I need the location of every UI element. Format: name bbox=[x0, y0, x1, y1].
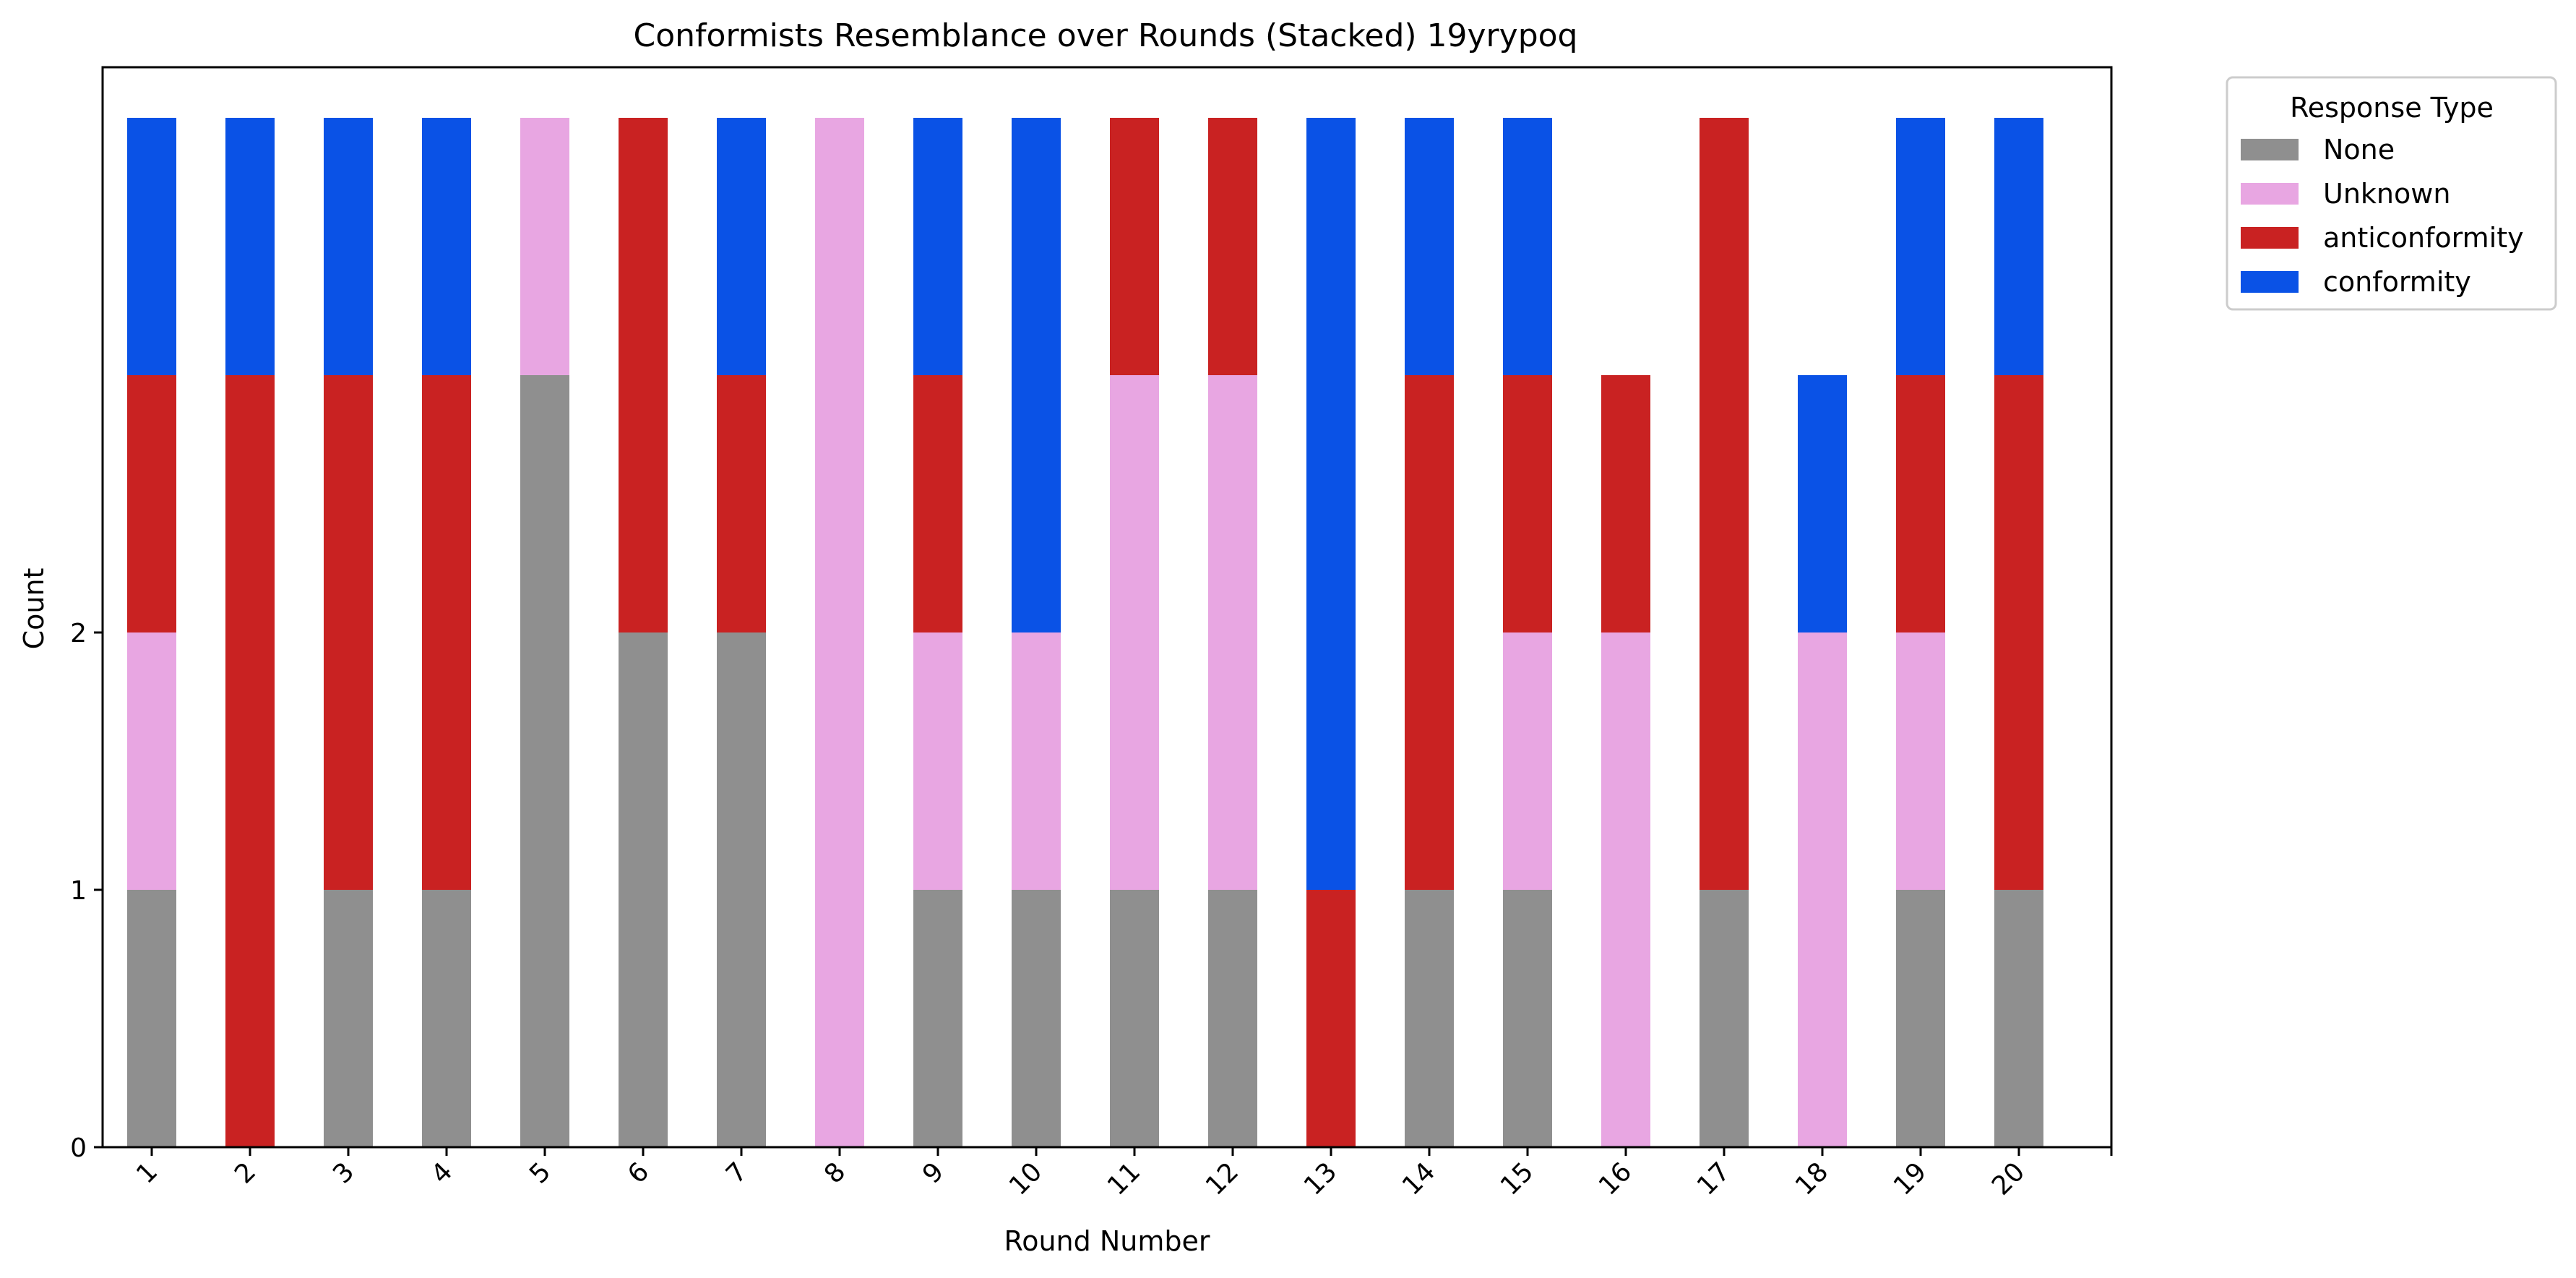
bar-segment-none-round-6 bbox=[619, 632, 668, 1147]
bar-segment-conformity-round-3 bbox=[324, 118, 373, 375]
bar-segment-none-round-20 bbox=[1994, 890, 2043, 1147]
bar-segment-unknown-round-5 bbox=[520, 118, 569, 375]
bar-segment-anticonformity-round-2 bbox=[225, 375, 275, 1147]
bar-segment-none-round-1 bbox=[127, 890, 176, 1147]
legend-swatch-unknown bbox=[2241, 183, 2299, 205]
bar-segment-conformity-round-9 bbox=[913, 118, 962, 375]
y-tick-label: 1 bbox=[70, 876, 87, 906]
bar-segment-anticonformity-round-6 bbox=[619, 118, 668, 632]
x-tick-label: 7 bbox=[720, 1157, 753, 1189]
x-tick-label: 11 bbox=[1102, 1157, 1146, 1201]
bar-segment-conformity-round-1 bbox=[127, 118, 176, 375]
x-tick-label: 1 bbox=[131, 1157, 163, 1189]
x-tick-label: 20 bbox=[1986, 1157, 2030, 1201]
bar-segment-anticonformity-round-16 bbox=[1601, 375, 1650, 632]
bar-segment-none-round-14 bbox=[1405, 890, 1454, 1147]
bar-segment-conformity-round-14 bbox=[1405, 118, 1454, 375]
legend-title: Response Type bbox=[2290, 92, 2494, 124]
bar-segment-none-round-7 bbox=[717, 632, 766, 1147]
x-tick-label: 19 bbox=[1888, 1157, 1932, 1201]
bar-segment-conformity-round-13 bbox=[1306, 118, 1356, 890]
bar-segment-anticonformity-round-7 bbox=[717, 375, 766, 632]
x-tick-label: 12 bbox=[1200, 1157, 1244, 1201]
legend-swatch-anticonformity bbox=[2241, 227, 2299, 249]
bar-segment-none-round-10 bbox=[1012, 890, 1061, 1147]
x-axis-label: Round Number bbox=[1004, 1225, 1210, 1257]
legend-swatch-conformity bbox=[2241, 271, 2299, 293]
bar-segment-conformity-round-10 bbox=[1012, 118, 1061, 632]
y-axis-label: Count bbox=[18, 568, 50, 650]
bar-segment-anticonformity-round-9 bbox=[913, 375, 962, 632]
bar-segment-unknown-round-12 bbox=[1208, 375, 1257, 890]
legend-label-conformity: conformity bbox=[2323, 266, 2471, 298]
x-tick-label: 15 bbox=[1495, 1157, 1539, 1201]
bar-segment-unknown-round-19 bbox=[1896, 632, 1945, 890]
bar-segment-anticonformity-round-11 bbox=[1110, 118, 1159, 375]
x-tick-label: 8 bbox=[819, 1157, 851, 1189]
bar-segment-none-round-11 bbox=[1110, 890, 1159, 1147]
x-tick-label: 17 bbox=[1692, 1157, 1736, 1201]
bar-segment-unknown-round-15 bbox=[1503, 632, 1552, 890]
x-tick-label: 9 bbox=[917, 1157, 949, 1189]
x-tick-label: 3 bbox=[327, 1157, 360, 1189]
bar-segment-unknown-round-9 bbox=[913, 632, 962, 890]
x-tick-label: 4 bbox=[426, 1157, 458, 1189]
y-tick-label: 2 bbox=[70, 619, 87, 648]
bar-segment-none-round-5 bbox=[520, 375, 569, 1147]
x-tick-label: 14 bbox=[1397, 1157, 1441, 1201]
bar-segment-conformity-round-19 bbox=[1896, 118, 1945, 375]
bar-segment-anticonformity-round-19 bbox=[1896, 375, 1945, 632]
bar-segment-none-round-9 bbox=[913, 890, 962, 1147]
bar-segment-conformity-round-20 bbox=[1994, 118, 2043, 375]
bar-segment-anticonformity-round-13 bbox=[1306, 890, 1356, 1147]
bar-segment-anticonformity-round-4 bbox=[422, 375, 471, 890]
x-tick-label: 6 bbox=[622, 1157, 655, 1189]
plot-frame bbox=[101, 66, 2113, 1149]
bar-segment-none-round-3 bbox=[324, 890, 373, 1147]
x-tick-label: 5 bbox=[524, 1157, 556, 1189]
legend-label-anticonformity: anticonformity bbox=[2323, 222, 2524, 254]
bar-segment-unknown-round-16 bbox=[1601, 632, 1650, 1147]
x-tick-label: 16 bbox=[1593, 1157, 1637, 1201]
bar-segment-anticonformity-round-20 bbox=[1994, 375, 2043, 890]
x-tick-label: 10 bbox=[1004, 1157, 1048, 1201]
legend-frame bbox=[2226, 76, 2557, 311]
bar-layer bbox=[127, 118, 2043, 1147]
bar-segment-unknown-round-10 bbox=[1012, 632, 1061, 890]
bar-segment-conformity-round-18 bbox=[1798, 375, 1847, 632]
bar-segment-anticonformity-round-1 bbox=[127, 375, 176, 632]
bar-segment-conformity-round-4 bbox=[422, 118, 471, 375]
bar-segment-anticonformity-round-17 bbox=[1700, 118, 1749, 890]
legend-label-none: None bbox=[2323, 134, 2395, 166]
bar-segment-none-round-15 bbox=[1503, 890, 1552, 1147]
x-tick-label: 18 bbox=[1790, 1157, 1834, 1201]
bar-segment-none-round-4 bbox=[422, 890, 471, 1147]
legend-label-unknown: Unknown bbox=[2323, 178, 2450, 210]
legend-items: None Unknown anticonformity conformity bbox=[2241, 134, 2524, 298]
bar-segment-anticonformity-round-14 bbox=[1405, 375, 1454, 890]
y-tick-label: 0 bbox=[70, 1133, 87, 1163]
y-axis-ticks: 0 1 2 bbox=[70, 619, 103, 1163]
bar-segment-unknown-round-18 bbox=[1798, 632, 1847, 1147]
bar-segment-none-round-17 bbox=[1700, 890, 1749, 1147]
x-tick-label: 2 bbox=[229, 1157, 262, 1189]
bar-segment-conformity-round-15 bbox=[1503, 118, 1552, 375]
legend: Response Type None Unknown anticonformity c… bbox=[2226, 76, 2557, 311]
x-axis-ticks: 1 2 3 4 5 6 7 8 9 10 11 12 13 14 15 16 17 18 19 20 bbox=[131, 1147, 2113, 1201]
bar-segment-unknown-round-8 bbox=[815, 118, 864, 1147]
bar-segment-unknown-round-11 bbox=[1110, 375, 1159, 890]
bar-segment-conformity-round-2 bbox=[225, 118, 275, 375]
bar-segment-none-round-19 bbox=[1896, 890, 1945, 1147]
legend-swatch-none bbox=[2241, 139, 2299, 160]
bar-segment-none-round-12 bbox=[1208, 890, 1257, 1147]
bar-segment-conformity-round-7 bbox=[717, 118, 766, 375]
bar-segment-unknown-round-1 bbox=[127, 632, 176, 890]
bar-segment-anticonformity-round-15 bbox=[1503, 375, 1552, 632]
x-tick-label: 13 bbox=[1298, 1157, 1343, 1201]
bar-segment-anticonformity-round-12 bbox=[1208, 118, 1257, 375]
bar-segment-anticonformity-round-3 bbox=[324, 375, 373, 890]
chart-title: Conformists Resemblance over Rounds (Sta… bbox=[634, 17, 1578, 54]
